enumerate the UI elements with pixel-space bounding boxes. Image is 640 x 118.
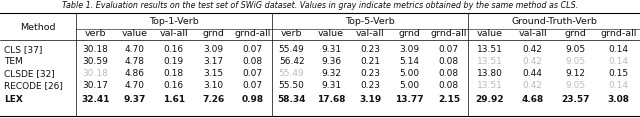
- Text: 0.14: 0.14: [609, 46, 628, 55]
- Text: 55.49: 55.49: [279, 70, 305, 78]
- Text: 0.14: 0.14: [609, 82, 628, 91]
- Text: 9.05: 9.05: [566, 82, 586, 91]
- Text: 9.37: 9.37: [124, 95, 146, 103]
- Text: 0.23: 0.23: [360, 70, 380, 78]
- Text: 0.23: 0.23: [360, 46, 380, 55]
- Text: 30.17: 30.17: [82, 82, 108, 91]
- Text: val-all: val-all: [159, 29, 188, 38]
- Text: 30.18: 30.18: [82, 46, 108, 55]
- Text: 13.51: 13.51: [477, 57, 503, 67]
- Text: val-all: val-all: [356, 29, 385, 38]
- Text: 58.34: 58.34: [277, 95, 306, 103]
- Text: 0.44: 0.44: [523, 70, 543, 78]
- Text: 0.08: 0.08: [439, 82, 459, 91]
- Text: 0.07: 0.07: [243, 70, 262, 78]
- Text: 3.09: 3.09: [399, 46, 420, 55]
- Text: 5.14: 5.14: [399, 57, 420, 67]
- Text: 55.49: 55.49: [279, 46, 305, 55]
- Text: 3.08: 3.08: [607, 95, 630, 103]
- Text: 9.31: 9.31: [321, 46, 341, 55]
- Text: 0.14: 0.14: [609, 57, 628, 67]
- Text: CLSDE [32]: CLSDE [32]: [4, 70, 55, 78]
- Text: CLS [37]: CLS [37]: [4, 46, 42, 55]
- Text: Table 1. Evaluation results on the test set of SWiG dataset. Values in gray indi: Table 1. Evaluation results on the test …: [62, 2, 578, 11]
- Text: TEM: TEM: [4, 57, 23, 67]
- Text: 3.15: 3.15: [203, 70, 223, 78]
- Text: 56.42: 56.42: [279, 57, 305, 67]
- Text: 0.42: 0.42: [523, 46, 543, 55]
- Text: 0.08: 0.08: [243, 57, 262, 67]
- Text: 5.00: 5.00: [399, 70, 420, 78]
- Text: value: value: [318, 29, 344, 38]
- Text: grnd: grnd: [399, 29, 420, 38]
- Text: 3.10: 3.10: [203, 82, 223, 91]
- Text: 0.42: 0.42: [523, 57, 543, 67]
- Text: 9.05: 9.05: [566, 57, 586, 67]
- Text: Top-1-Verb: Top-1-Verb: [149, 17, 198, 27]
- Text: 0.18: 0.18: [164, 70, 184, 78]
- Text: verb: verb: [281, 29, 302, 38]
- Text: 30.18: 30.18: [82, 70, 108, 78]
- Text: value: value: [122, 29, 147, 38]
- Text: 0.23: 0.23: [360, 82, 380, 91]
- Text: 29.92: 29.92: [476, 95, 504, 103]
- Text: 13.51: 13.51: [477, 46, 503, 55]
- Text: 55.50: 55.50: [278, 82, 305, 91]
- Text: 13.51: 13.51: [477, 82, 503, 91]
- Text: grnd: grnd: [202, 29, 224, 38]
- Text: 0.42: 0.42: [523, 82, 543, 91]
- Text: value: value: [477, 29, 503, 38]
- Text: Ground-Truth-Verb: Ground-Truth-Verb: [511, 17, 597, 27]
- Text: verb: verb: [84, 29, 106, 38]
- Text: 1.61: 1.61: [163, 95, 185, 103]
- Text: 9.31: 9.31: [321, 82, 341, 91]
- Text: 0.19: 0.19: [164, 57, 184, 67]
- Text: 0.21: 0.21: [360, 57, 380, 67]
- Text: 3.19: 3.19: [359, 95, 381, 103]
- Text: 9.32: 9.32: [321, 70, 341, 78]
- Text: 3.09: 3.09: [203, 46, 223, 55]
- Text: Top-5-Verb: Top-5-Verb: [346, 17, 395, 27]
- Text: grnd-all: grnd-all: [600, 29, 637, 38]
- Text: 0.16: 0.16: [164, 82, 184, 91]
- Text: 0.15: 0.15: [609, 70, 628, 78]
- Text: 0.07: 0.07: [243, 82, 262, 91]
- Text: 9.05: 9.05: [566, 46, 586, 55]
- Text: grnd-all: grnd-all: [234, 29, 271, 38]
- Text: 30.59: 30.59: [82, 57, 108, 67]
- Text: grnd: grnd: [564, 29, 587, 38]
- Text: 4.70: 4.70: [124, 82, 145, 91]
- Text: 32.41: 32.41: [81, 95, 109, 103]
- Text: 13.77: 13.77: [396, 95, 424, 103]
- Text: 0.08: 0.08: [439, 57, 459, 67]
- Text: 2.15: 2.15: [438, 95, 460, 103]
- Text: 13.80: 13.80: [477, 70, 503, 78]
- Text: val-all: val-all: [518, 29, 547, 38]
- Text: 4.78: 4.78: [124, 57, 145, 67]
- Text: 7.26: 7.26: [202, 95, 224, 103]
- Text: 0.08: 0.08: [439, 70, 459, 78]
- Text: 0.16: 0.16: [164, 46, 184, 55]
- Text: 3.17: 3.17: [203, 57, 223, 67]
- Text: 0.07: 0.07: [439, 46, 459, 55]
- Text: 4.68: 4.68: [522, 95, 544, 103]
- Text: 17.68: 17.68: [317, 95, 345, 103]
- Text: 5.00: 5.00: [399, 82, 420, 91]
- Text: 4.86: 4.86: [124, 70, 145, 78]
- Text: Method: Method: [20, 23, 56, 32]
- Text: 9.36: 9.36: [321, 57, 341, 67]
- Text: 23.57: 23.57: [561, 95, 590, 103]
- Text: 0.98: 0.98: [241, 95, 264, 103]
- Text: 4.70: 4.70: [124, 46, 145, 55]
- Text: RECODE [26]: RECODE [26]: [4, 82, 63, 91]
- Text: 9.12: 9.12: [566, 70, 586, 78]
- Text: LEX: LEX: [4, 95, 23, 103]
- Text: 0.07: 0.07: [243, 46, 262, 55]
- Text: grnd-all: grnd-all: [431, 29, 467, 38]
